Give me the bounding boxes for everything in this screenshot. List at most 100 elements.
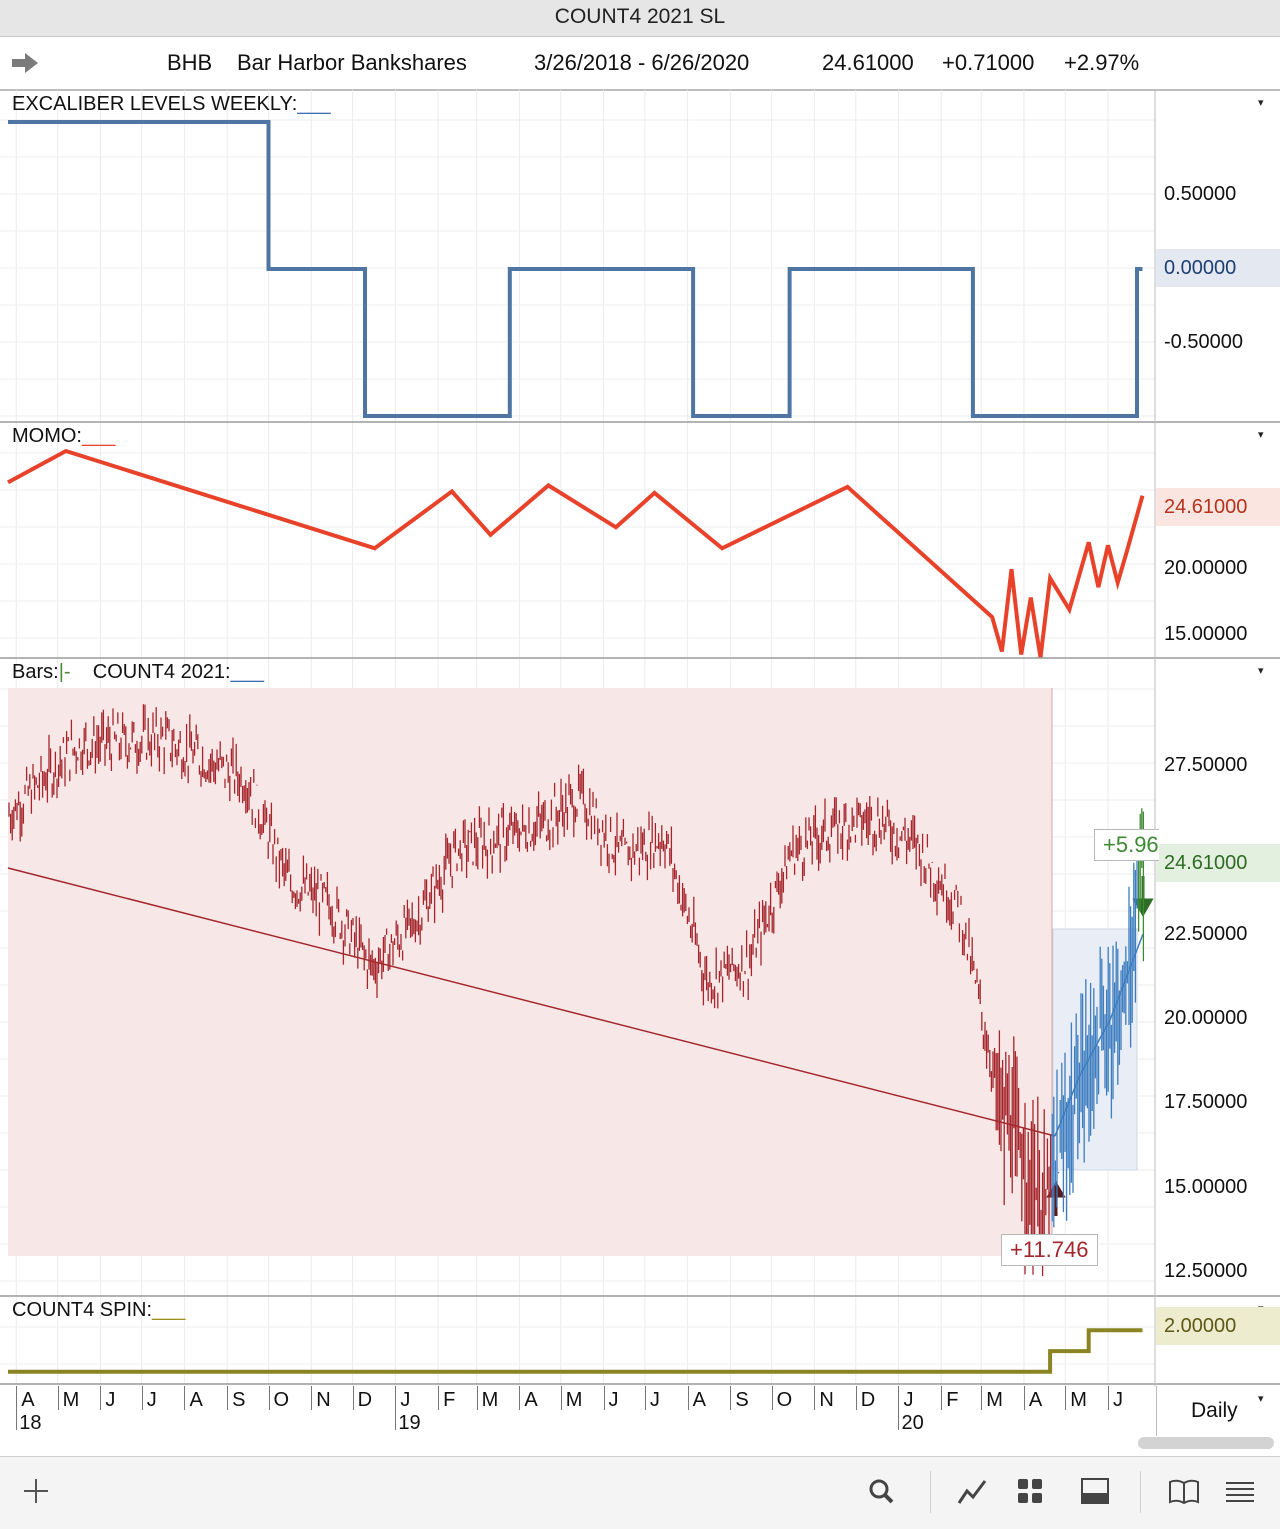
momo-line [7, 448, 1145, 658]
axis-tick-label: 22.50000 [1164, 923, 1248, 945]
x-axis-tick [438, 1386, 440, 1410]
x-axis-month-label: M [1070, 1389, 1087, 1411]
bars-label: Bars: [12, 661, 59, 683]
pane-frames [0, 90, 1280, 1386]
x-axis-month-label: J [608, 1389, 619, 1411]
x-axis-tick [730, 1386, 732, 1410]
spin-line [8, 1328, 1143, 1374]
axis-tick-label: 20.00000 [1164, 557, 1248, 579]
chart-canvas[interactable] [0, 90, 1280, 1390]
x-axis-month-label: M [565, 1389, 583, 1411]
x-axis-month-label: M [62, 1389, 80, 1411]
series-lines [7, 120, 1154, 1374]
x-axis-tick [311, 1386, 313, 1410]
x-axis-tick [687, 1386, 689, 1410]
x-axis-month-label: A [189, 1389, 203, 1411]
x-axis-tick [519, 1386, 521, 1410]
x-axis-month-label: M [481, 1389, 499, 1411]
history-shade [8, 688, 1052, 1256]
x-axis-tick [184, 1386, 186, 1410]
symbol[interactable]: BHB [167, 50, 213, 75]
search-icon[interactable] [863, 1473, 899, 1509]
axis-tick-label: 15.00000 [1164, 623, 1248, 645]
x-axis-year-label: 19 [398, 1412, 421, 1434]
x-axis-tick [268, 1386, 270, 1410]
add-icon[interactable] [18, 1473, 54, 1509]
window-title: COUNT4 2021 SL [554, 5, 726, 28]
axis-tick-label: 12.50000 [1164, 1260, 1248, 1282]
spin-line-marker: ___ [152, 1299, 186, 1321]
excaliber-line-marker: ___ [297, 93, 331, 115]
interval-selector[interactable]: Daily [1156, 1386, 1280, 1436]
x-axis-tick [476, 1386, 478, 1410]
chart-style-icon[interactable] [955, 1473, 991, 1509]
x-axis-month-label: J [400, 1389, 411, 1411]
momo-title-text: MOMO: [12, 425, 82, 447]
x-axis-tick [395, 1386, 397, 1430]
x-axis-month-label: N [316, 1389, 331, 1411]
quote-header: BHB Bar Harbor Bankshares 3/26/2018 - 6/… [0, 37, 1280, 91]
x-axis-tick [855, 1386, 857, 1410]
chevron-down-icon[interactable]: ▾ [1258, 97, 1264, 109]
price-change: +0.71000 [942, 50, 1035, 75]
horizontal-scrollbar[interactable] [1138, 1437, 1274, 1449]
x-axis-month-label: O [776, 1389, 793, 1411]
x-axis-month-label: A [524, 1389, 538, 1411]
price-current-value: 24.61000 [1156, 844, 1280, 882]
layout-grid-icon[interactable] [1012, 1473, 1048, 1509]
momo-pane-title[interactable]: MOMO:___ [12, 425, 115, 448]
x-axis-month-label: A [692, 1389, 706, 1411]
x-axis-tick [1065, 1386, 1067, 1410]
book-icon[interactable] [1166, 1473, 1202, 1509]
study-label: COUNT4 2021: [92, 661, 231, 683]
low-callout: +11.746 [1001, 1234, 1098, 1266]
x-axis-month-label: J [1113, 1389, 1124, 1411]
x-axis-tick [57, 1386, 59, 1410]
x-axis-month-label: J [903, 1389, 914, 1411]
chevron-down-icon[interactable]: ▾ [1258, 665, 1264, 677]
x-axis-month-label: J [146, 1389, 157, 1411]
excaliber-pane-title[interactable]: EXCALIBER LEVELS WEEKLY:___ [12, 93, 331, 116]
excaliber-current-value: 0.00000 [1156, 249, 1280, 287]
panel-icon[interactable] [1077, 1473, 1113, 1509]
axis-tick-label: -0.50000 [1164, 331, 1243, 353]
excaliber-line [8, 120, 1143, 418]
spin-title-text: COUNT4 SPIN: [12, 1299, 153, 1321]
momo-current-value: 24.61000 [1156, 488, 1280, 526]
x-axis-tick [16, 1386, 18, 1430]
date-range[interactable]: 3/26/2018 - 6/26/2020 [534, 50, 750, 75]
x-axis-month-label: N [819, 1389, 834, 1411]
arrow-right-icon[interactable] [10, 51, 40, 75]
spin-pane-title[interactable]: COUNT4 SPIN:___ [12, 1299, 185, 1322]
axis-tick-label: 17.50000 [1164, 1091, 1248, 1113]
x-axis-tick [1023, 1386, 1025, 1410]
price-pane-title[interactable]: Bars:|- COUNT4 2021:___ [12, 661, 264, 684]
x-axis-month-label: J [105, 1389, 116, 1411]
menu-icon[interactable] [1222, 1473, 1258, 1509]
x-axis-tick [898, 1386, 900, 1430]
toolbar-separator [930, 1471, 931, 1513]
x-axis-month-label: M [986, 1389, 1003, 1411]
x-axis-tick [141, 1386, 143, 1410]
momo-line-marker: ___ [82, 425, 116, 447]
chevron-down-icon[interactable]: ▾ [1258, 1393, 1264, 1405]
bottom-toolbar [0, 1456, 1280, 1529]
x-axis-tick [227, 1386, 229, 1410]
x-axis-tick [941, 1386, 943, 1410]
price-change-pct: +2.97% [1064, 50, 1140, 75]
gain-callout: +5.96 [1094, 829, 1159, 861]
toolbar-separator [1140, 1471, 1141, 1513]
x-axis-tick [352, 1386, 354, 1410]
x-axis-month-label: O [273, 1389, 290, 1411]
x-axis-month-label: S [232, 1389, 246, 1411]
chevron-down-icon[interactable]: ▾ [1258, 429, 1264, 441]
x-axis-tick [771, 1386, 773, 1410]
x-axis-tick [814, 1386, 816, 1410]
x-axis-month-label: A [21, 1389, 35, 1411]
window-titlebar: COUNT4 2021 SL [0, 0, 1280, 37]
x-axis-year-label: 20 [901, 1412, 924, 1434]
x-axis-year-label: 18 [19, 1412, 42, 1434]
x-axis-tick [100, 1386, 102, 1410]
x-axis-month-label: J [649, 1389, 660, 1411]
axis-tick-label: 20.00000 [1164, 1007, 1248, 1029]
